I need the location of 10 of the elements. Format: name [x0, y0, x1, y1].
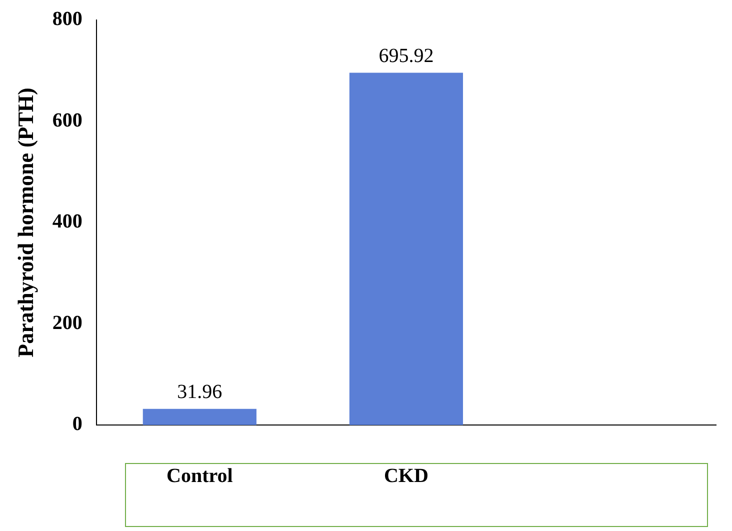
- y-tick-label: 400: [52, 210, 82, 233]
- y-tick-label: 800: [52, 8, 82, 30]
- data-label: 695.92: [378, 44, 434, 67]
- y-axis-title: Parathyroid hormone (PTH): [12, 88, 38, 358]
- y-tick-label: 200: [52, 312, 82, 334]
- data-label: 31.96: [177, 381, 222, 404]
- x-tick-label: CKD: [384, 465, 428, 488]
- y-tick-label: 0: [72, 413, 82, 436]
- x-tick-label: Control: [166, 465, 234, 488]
- y-tick-label: 600: [52, 109, 82, 132]
